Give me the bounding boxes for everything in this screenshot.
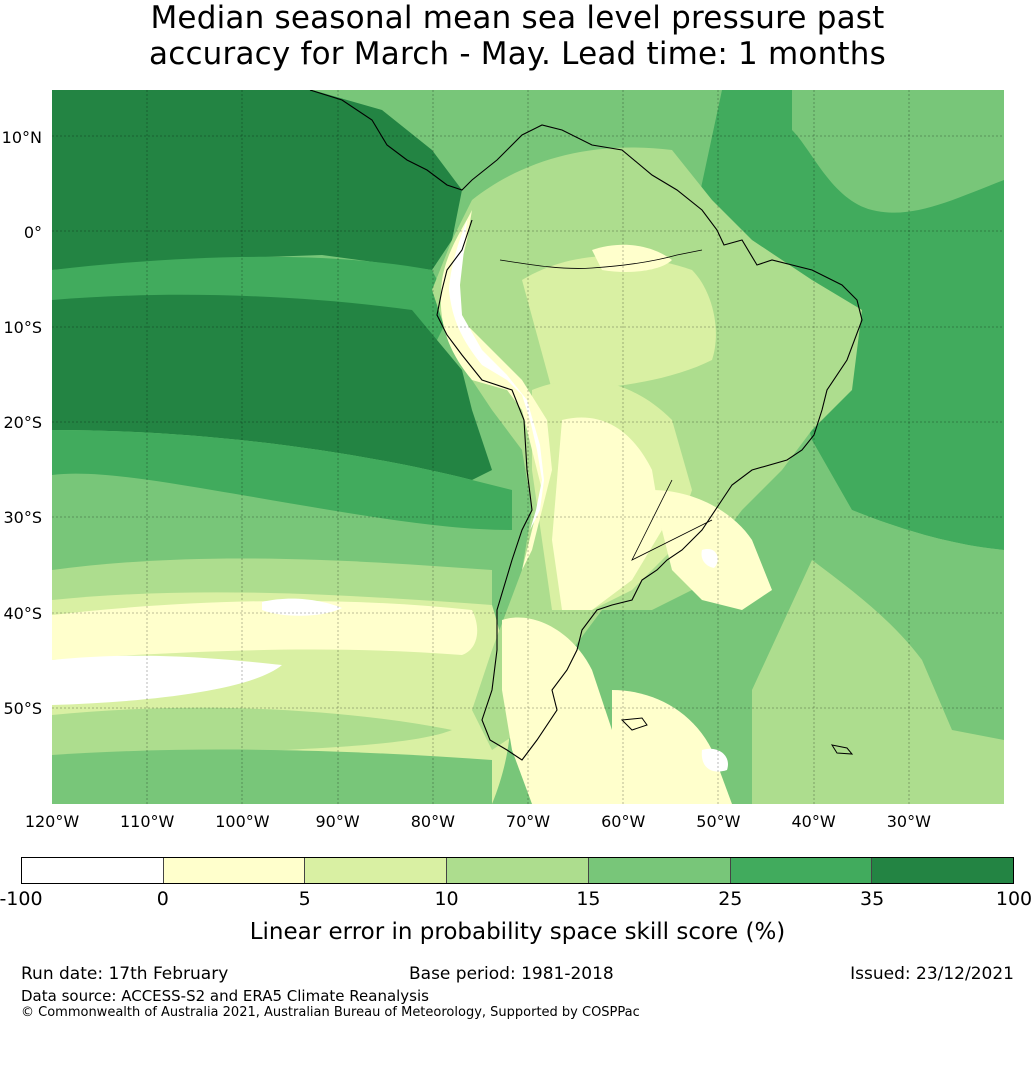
base-period: Base period: 1981-2018: [409, 964, 614, 984]
title-line-2: accuracy for March - May. Lead time: 1 m…: [149, 36, 886, 72]
latitude-label: 10°N: [1, 127, 42, 147]
colorbar: [21, 857, 1014, 884]
colorbar-label: Linear error in probability space skill …: [249, 919, 786, 945]
run-date: Run date: 17th February: [21, 964, 229, 984]
colorbar-tick-label: 5: [298, 888, 311, 910]
plata-estuary: [631, 479, 713, 561]
longitude-label: 70°W: [505, 812, 551, 831]
region-pacific-green-south: [52, 430, 512, 530]
region-chaco-yellow: [552, 417, 662, 610]
region-amazon-light: [522, 256, 716, 390]
map-panel[interactable]: [52, 90, 1004, 804]
colorbar-tick-label: 25: [718, 888, 743, 910]
colorbar-tick-label: 100: [995, 888, 1033, 910]
longitude-label: 50°W: [696, 812, 741, 831]
region-pacific-dark-south: [52, 294, 492, 480]
colorbar-segment: [588, 858, 731, 883]
falkland-islands: [620, 717, 648, 731]
longitude-label: 120°W: [24, 812, 80, 831]
colorbar-segment: [730, 858, 873, 883]
south-georgia: [830, 744, 854, 755]
region-andes-white: [449, 220, 544, 530]
region-south-yellow-1: [52, 600, 478, 660]
longitude-label: 60°W: [601, 812, 646, 831]
data-source: Data source: ACCESS-S2 and ERA5 Climate …: [21, 987, 429, 1005]
region-south-band-3: [52, 707, 452, 760]
latitude-label: 0°: [23, 222, 42, 242]
colorbar-tick-label: 35: [860, 888, 885, 910]
region-pacific-dark-north: [52, 90, 462, 270]
latitude-label: 50°S: [3, 698, 42, 718]
longitude-label: 80°W: [410, 812, 455, 831]
skill-score-map: [52, 90, 1004, 804]
colorbar-tick-label: 10: [434, 888, 459, 910]
longitude-label: 40°W: [791, 812, 836, 831]
chart-title: Median seasonal mean sea level pressure …: [0, 0, 1035, 72]
colorbar-segment: [163, 858, 306, 883]
longitude-label: 110°W: [120, 812, 175, 831]
graticule: [52, 90, 1004, 804]
colorbar-segment: [447, 858, 589, 883]
colorbar-tick-label: 0: [156, 888, 169, 910]
longitude-label: 100°W: [215, 812, 270, 831]
longitude-label: 90°W: [315, 812, 360, 831]
latitude-label: 30°S: [3, 508, 42, 528]
region-south-band-4: [52, 749, 492, 804]
copyright: © Commonwealth of Australia 2021, Austra…: [21, 1005, 640, 1020]
region-amazon-yellow: [592, 244, 672, 272]
region-atlantic-north-light: [792, 90, 1004, 213]
latitude-label: 10°S: [3, 318, 42, 337]
region-south-white-2: [262, 598, 342, 616]
title-line-1: Median seasonal mean sea level pressure …: [150, 0, 885, 36]
colorbar-tick-label: 15: [576, 888, 601, 910]
latitude-label: 40°S: [3, 603, 42, 623]
issued-date: Issued: 23/12/2021: [850, 964, 1014, 984]
colorbar-tick-label: -100: [0, 888, 43, 910]
region-falklands-white: [701, 748, 728, 772]
colorbar-segment: [305, 858, 448, 883]
latitude-label: 20°S: [3, 413, 42, 433]
region-plata-white: [701, 549, 718, 568]
coastline: [309, 90, 863, 761]
colorbar-segment: [22, 858, 164, 883]
longitude-label: 30°W: [886, 812, 931, 831]
region-south-white-1: [52, 655, 282, 705]
region-atlantic-south-light: [752, 560, 1004, 804]
amazon-river-border: [499, 249, 703, 269]
region-atlantic-south: [832, 510, 1004, 690]
colorbar-segment: [872, 858, 1014, 883]
